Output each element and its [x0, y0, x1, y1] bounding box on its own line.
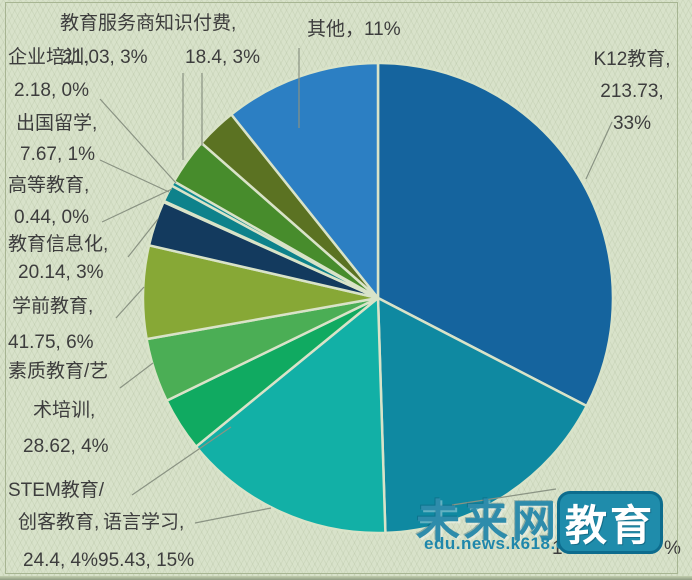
bottom-edge-strip	[0, 576, 692, 580]
label-stem-value: 24.4, 4%	[23, 550, 98, 571]
leader-lines	[99, 48, 613, 524]
label-xinxihua-name: 教育信息化,	[8, 234, 109, 255]
label-suzhi-value: 28.62, 4%	[23, 436, 109, 457]
leader-line-chuguoliuxue	[99, 159, 170, 193]
watermark-badge: 教育	[557, 491, 663, 554]
leader-line-gaodengjiaoyu	[101, 188, 173, 223]
label-qiyepeixun-value: 2.18, 0%	[14, 80, 89, 101]
leader-line-suzhi	[119, 362, 154, 389]
leader-line-xinxihua	[127, 218, 159, 258]
label-gaodengjiaoyu-name: 高等教育,	[8, 175, 90, 196]
watermark-site-name: 未来网	[416, 497, 560, 546]
leader-line-hidden-slice	[451, 488, 557, 506]
label-gaodengjiaoyu-value: 0.44, 0%	[14, 207, 89, 228]
label-suzhi-name-line2: 术培训,	[33, 400, 96, 421]
leader-line-qiyepeixun	[99, 98, 177, 184]
pie-slice-K12教育	[376, 61, 615, 408]
label-suzhi-name-line1: 素质教育/艺	[8, 361, 109, 382]
label-chuguoliuxue-value: 7.67, 1%	[20, 144, 95, 165]
label-xinxihua-value: 20.14, 3%	[18, 262, 104, 283]
label-stem-name-line1: STEM教育/	[8, 480, 105, 501]
label-k12-value: 213.73,	[600, 81, 664, 102]
leader-line-yuyan	[194, 507, 272, 524]
label-k12-percent: 33%	[612, 113, 652, 134]
leader-line-k12	[585, 121, 613, 180]
hidden-label-fragment-left: 1	[552, 538, 563, 559]
label-k12-name: K12教育,	[593, 49, 671, 70]
label-xueqian-name: 学前教育,	[12, 296, 94, 317]
label-k12: K12教育, 213.73, 33%	[583, 44, 681, 140]
pie-slices	[141, 61, 615, 535]
pie-slice-语言学习	[194, 296, 387, 535]
leader-line-xueqian	[115, 286, 145, 319]
label-yuyan-value: 95.43, 15%	[98, 550, 195, 571]
label-xueqian-value: 41.75, 6%	[8, 332, 94, 353]
pie-slice-其他	[230, 61, 380, 300]
label-stem-name-line2: 创客教育,	[18, 512, 100, 533]
label-chuguoliuxue-name: 出国留学,	[16, 113, 98, 134]
label-fuwushang-value: 21.03, 3%	[62, 47, 148, 68]
label-fuwushang-zhishifufei-names: 教育服务商知识付费,	[60, 13, 237, 34]
hidden-label-fragment-right: %	[664, 538, 681, 559]
label-yuyan-name: 语言学习,	[103, 512, 185, 533]
leader-line-stem	[131, 426, 232, 496]
label-qiyepeixun-name: 企业培训,	[8, 47, 90, 68]
label-qita: 其他，11%	[307, 19, 401, 40]
watermark-site-url: edu.news.k618.cn	[424, 534, 577, 553]
label-zhishifufei-value: 18.4, 3%	[185, 47, 260, 68]
